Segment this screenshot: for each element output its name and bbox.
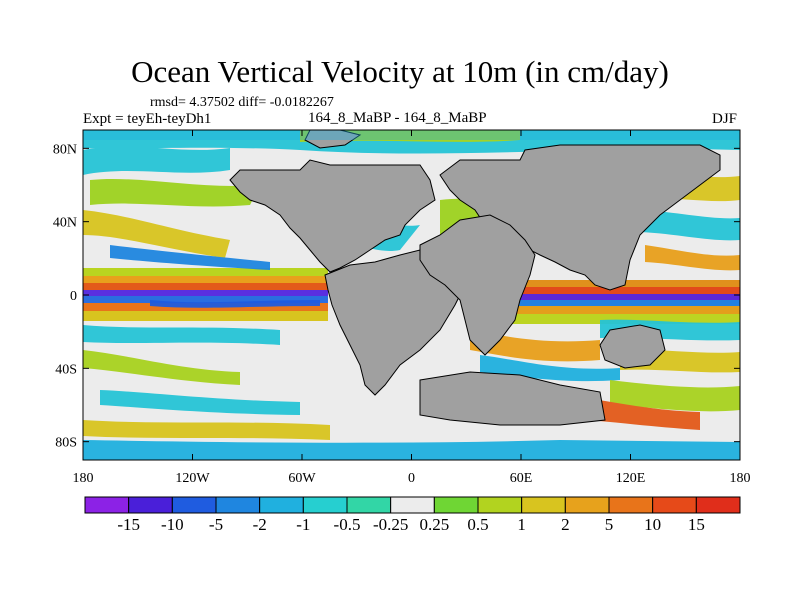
equatorial-bands — [83, 268, 740, 324]
lon-tick-label: 0 — [408, 471, 415, 486]
land-north-america — [229, 159, 436, 273]
colorbar-label: -1 — [296, 515, 311, 534]
colorbar-label: -0.5 — [333, 515, 361, 534]
colorbar-label: 15 — [687, 515, 705, 534]
colorbar-swatch — [302, 496, 348, 514]
colorbar-label: 0.25 — [419, 515, 450, 534]
colorbar — [84, 496, 741, 514]
colorbar-label: -5 — [208, 515, 224, 534]
colorbar-label: 1 — [517, 515, 526, 534]
colorbar-swatch — [521, 496, 566, 514]
land-australia — [599, 324, 666, 369]
lon-tick-label: 180 — [730, 471, 751, 486]
colorbar-swatch — [215, 496, 261, 514]
land-south-america — [324, 249, 466, 396]
land-africa — [419, 214, 536, 356]
experiment-label: Expt = teyEh-teyDh1 — [83, 111, 212, 127]
land-greenland — [304, 130, 362, 149]
lat-tick-label: 0 — [70, 289, 77, 304]
colorbar-swatch — [171, 496, 217, 514]
ocean-patterns — [83, 130, 740, 460]
lon-tick-label: 120W — [175, 471, 210, 486]
colorbar-label: 5 — [604, 515, 614, 534]
lon-tick-label: 60W — [288, 471, 316, 486]
colorbar-label: 2 — [561, 515, 570, 534]
lat-tick-label: 40N — [53, 216, 77, 231]
lon-tick-label: 60E — [510, 471, 533, 486]
colorbar-label: -2 — [252, 515, 267, 534]
colorbar-swatch — [259, 496, 304, 514]
land-masses — [229, 130, 721, 426]
land-antarctic-extension — [419, 371, 606, 426]
colorbar-swatch — [128, 496, 173, 514]
colorbar-swatch — [346, 496, 392, 514]
colorbar-label: 0.5 — [467, 515, 489, 534]
lat-tick-label: 80S — [55, 436, 77, 451]
colorbar-label: -10 — [160, 515, 184, 534]
season-label: DJF — [712, 111, 738, 127]
colorbar-swatch — [695, 496, 741, 514]
colorbar-label: 10 — [644, 515, 662, 534]
lon-tick-label: 120E — [616, 471, 646, 486]
page-title: Ocean Vertical Velocity at 10m (in cm/da… — [131, 54, 669, 89]
lat-tick-label: 80N — [53, 142, 77, 157]
case-label: 164_8_MaBP - 164_8_MaBP — [308, 110, 487, 126]
colorbar-swatch — [564, 496, 610, 514]
stats-line: rmsd= 4.37502 diff= -0.0182267 — [150, 95, 334, 110]
colorbar-swatch — [608, 496, 654, 514]
colorbar-swatch — [84, 496, 130, 514]
colorbar-swatch — [652, 496, 697, 514]
colorbar-swatch — [477, 496, 523, 514]
colorbar-swatch — [390, 496, 435, 514]
lon-tick-label: 180 — [73, 471, 94, 486]
colorbar-swatch — [433, 496, 479, 514]
colorbar-label: -15 — [117, 515, 140, 534]
lat-tick-label: 40S — [55, 362, 77, 377]
colorbar-label: -0.25 — [372, 515, 409, 534]
